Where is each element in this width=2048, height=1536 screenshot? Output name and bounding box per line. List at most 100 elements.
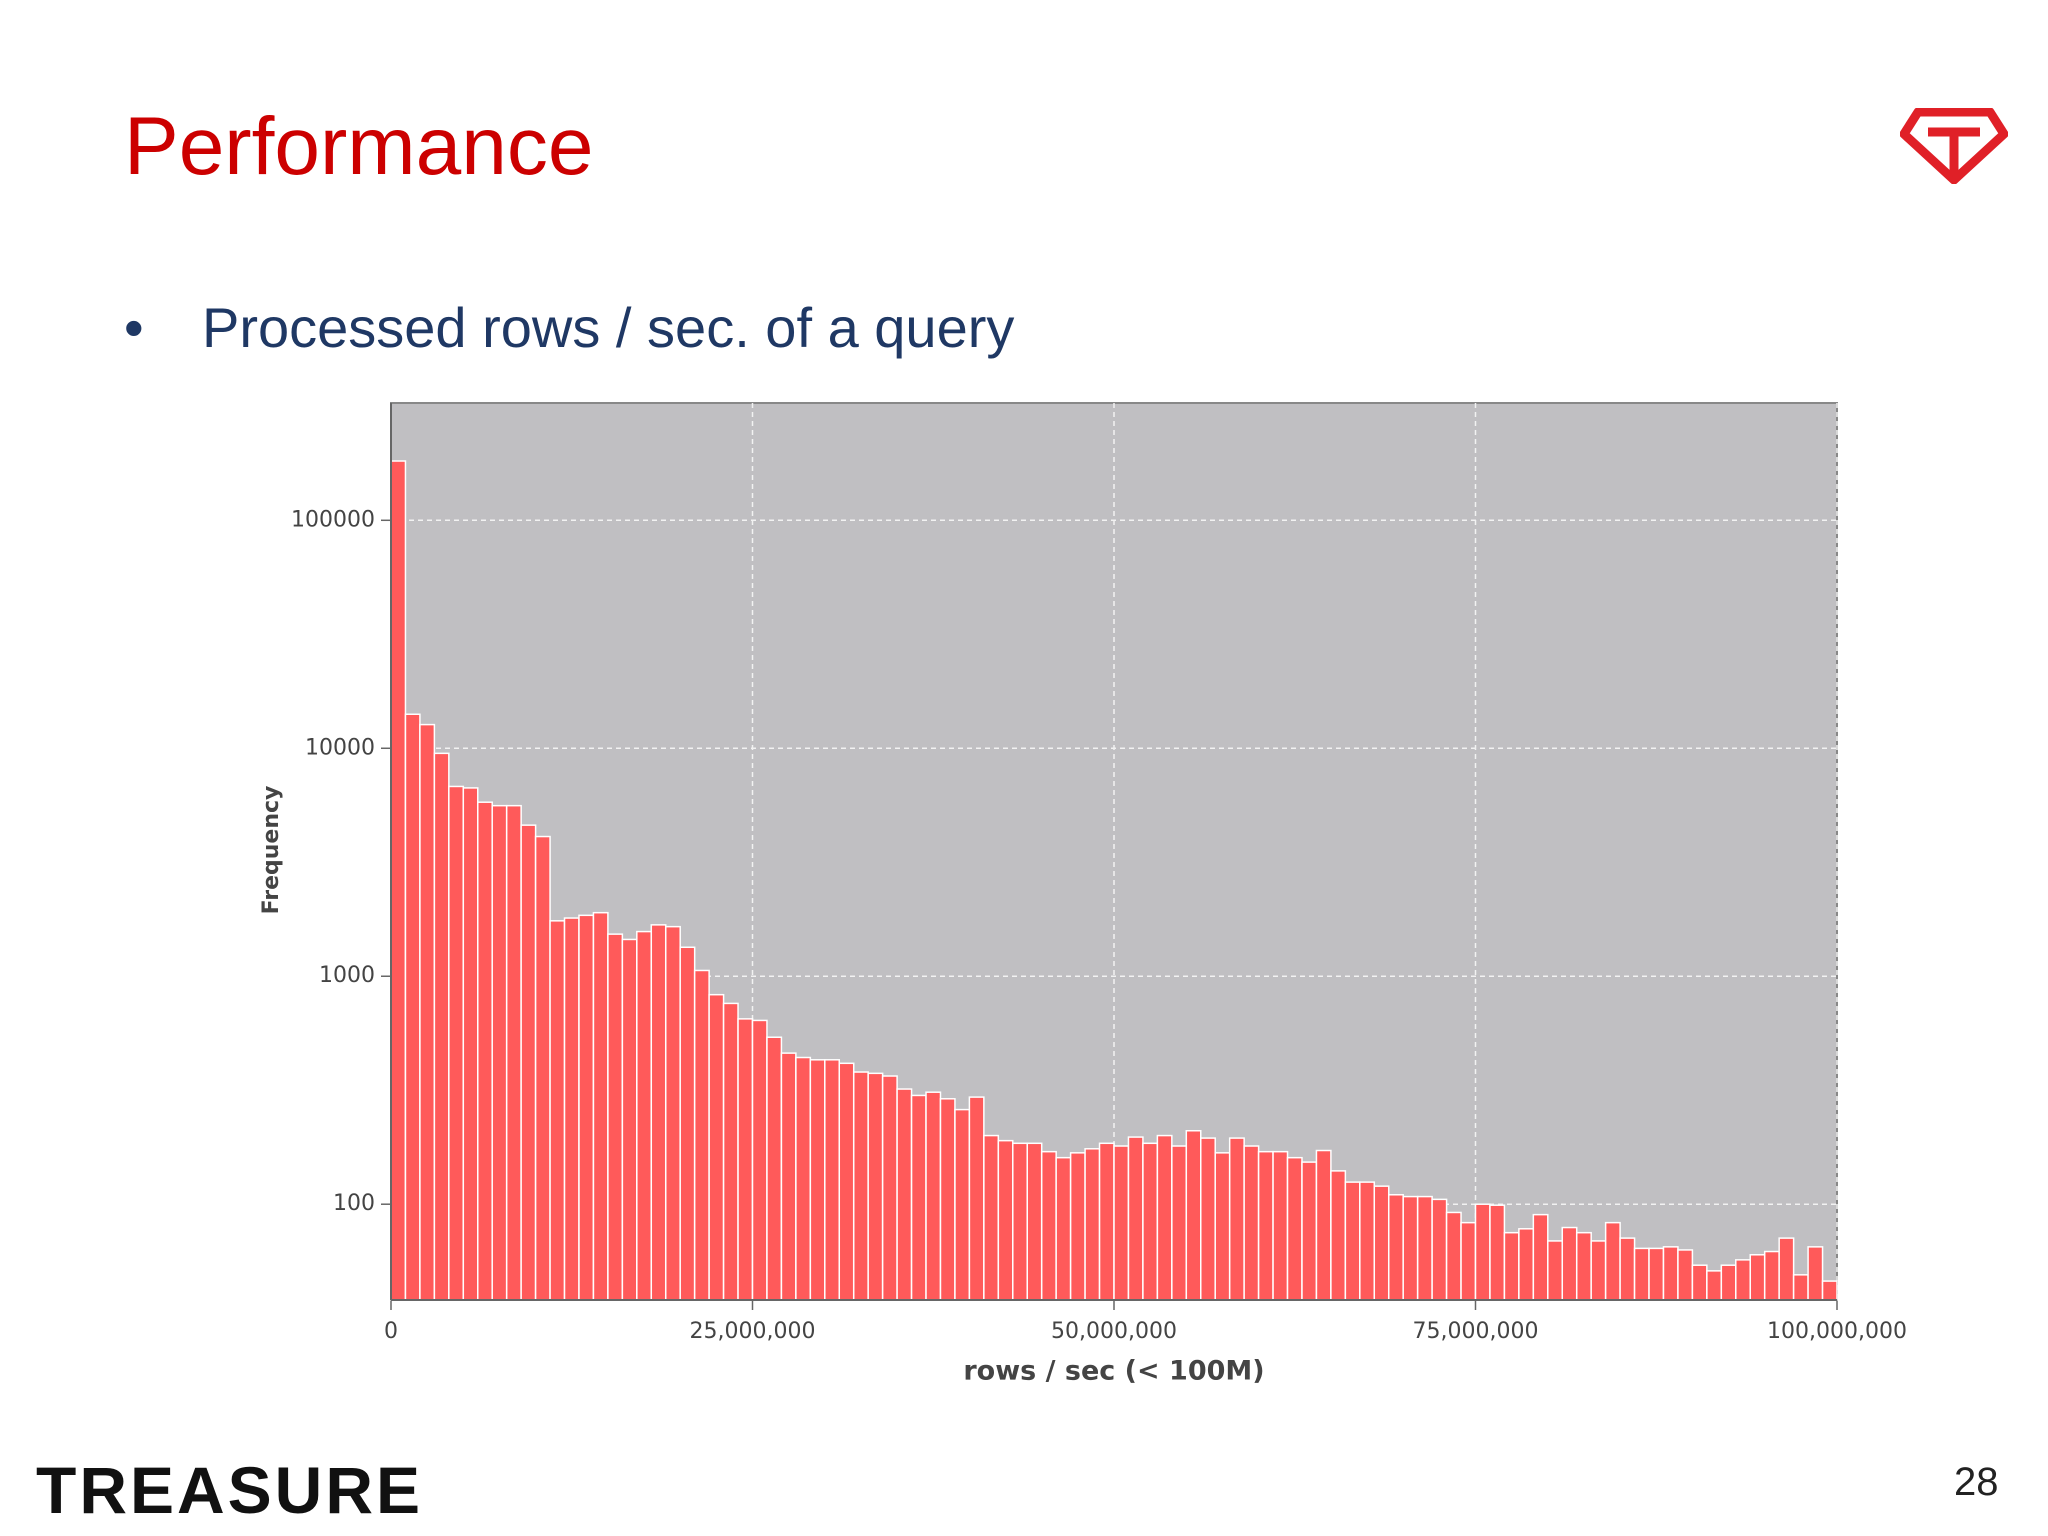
bar [679,946,696,1301]
bar [1012,1142,1028,1301]
bar [1156,1134,1173,1301]
bar [751,1019,768,1301]
slide-title: Performance [124,101,594,192]
bar [1069,1152,1086,1301]
bar [1489,1204,1506,1301]
bar [1301,1161,1318,1301]
footer-logo-text: TREASURE [36,1453,424,1527]
bar [1373,1185,1390,1301]
bar [563,917,580,1301]
bar [925,1091,942,1301]
bar [1604,1221,1621,1301]
bar [1460,1221,1477,1301]
bar [1575,1231,1592,1301]
bar [838,1062,855,1301]
bar [664,925,681,1301]
y-tick-label: 100000 [291,507,375,532]
bar [462,787,479,1301]
bar [910,1094,927,1301]
bar [737,1018,754,1301]
bar [1084,1148,1101,1301]
bar [520,824,537,1301]
bar [1619,1237,1636,1301]
bar [824,1059,841,1301]
bar [766,1036,783,1301]
bar [1547,1240,1564,1301]
bar [491,804,508,1301]
bar [1648,1247,1665,1301]
logo [1900,108,2008,184]
bar [1344,1181,1361,1301]
bar [1200,1137,1216,1301]
bar [954,1108,971,1301]
bar [1532,1213,1549,1301]
chart: Frequency rows / sec (< 100M) 100 1000 100… [259,402,1907,1387]
bar [1792,1274,1809,1301]
bar [1706,1270,1723,1301]
bar [1359,1181,1376,1301]
bar [433,752,450,1301]
bar [1387,1194,1404,1301]
bar [722,1002,739,1301]
bar [708,993,725,1301]
bar [1677,1249,1694,1301]
bar [1330,1170,1347,1301]
bar [448,785,465,1301]
bar [809,1059,826,1301]
bar [1778,1237,1795,1301]
bar [1228,1137,1245,1301]
page-number: 28 [1954,1460,1999,1504]
bar [477,801,493,1301]
bar [867,1072,884,1301]
y-tick-label: 100 [333,1191,375,1216]
bar [1416,1195,1433,1301]
x-tick-label: 25,000,000 [690,1319,816,1344]
bar [693,969,710,1301]
bar [896,1088,913,1301]
bar [549,920,566,1301]
bar [1431,1198,1448,1301]
bar [1518,1228,1535,1301]
bar [1272,1150,1289,1301]
bar [1503,1231,1520,1301]
bar [1243,1145,1260,1301]
x-tick-label: 0 [384,1319,398,1344]
bar [1633,1247,1650,1301]
bar [1561,1226,1578,1301]
bar [1127,1136,1144,1301]
bar [1821,1280,1838,1301]
bar [1098,1142,1115,1301]
y-axis-label: Frequency [259,786,284,915]
bar [939,1098,956,1301]
bar [1315,1149,1332,1301]
bar [1662,1246,1679,1301]
bar [621,938,638,1301]
bar [983,1134,1000,1301]
bar [1807,1246,1824,1301]
bar [1214,1152,1231,1301]
x-tick-label: 50,000,000 [1051,1319,1177,1344]
bar [795,1056,812,1301]
bar [1257,1150,1274,1301]
bar [1590,1240,1607,1301]
x-axis-label: rows / sec (< 100M) [963,1356,1264,1387]
bar [1040,1150,1057,1301]
bar [404,713,421,1301]
bar [852,1071,869,1301]
bar [578,914,595,1301]
bar [650,924,667,1301]
x-tick-label: 100,000,000 [1767,1319,1907,1344]
bar [997,1139,1014,1301]
bar [1474,1203,1491,1301]
bar [636,930,653,1301]
bar [1720,1264,1737,1301]
bar [1763,1250,1780,1301]
bullet: • Processed rows / sec. of a query [124,296,1015,359]
bar [1286,1156,1303,1301]
bar [1055,1156,1072,1301]
bullet-text: Processed rows / sec. of a query [202,296,1015,359]
bar [881,1075,898,1301]
bar [1445,1211,1462,1301]
bar [390,460,407,1301]
